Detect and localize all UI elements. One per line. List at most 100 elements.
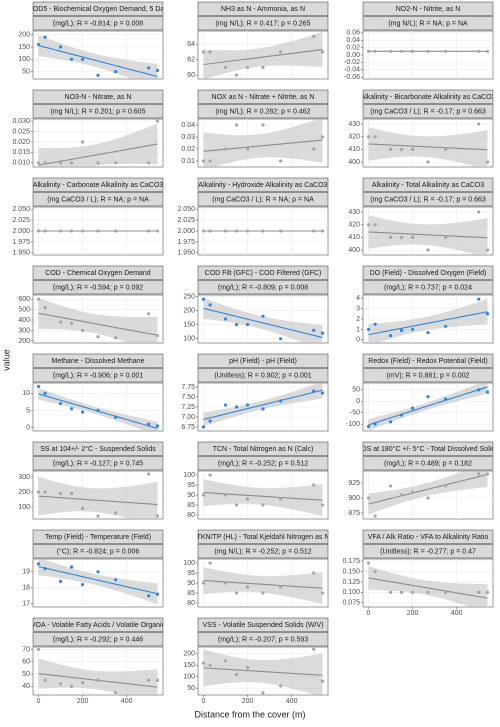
y-tick-label: 7.00 (181, 414, 195, 421)
facet-panel: VSS - Volatile Suspended Solids (W/V) (mg… (183, 617, 329, 705)
data-point (69, 407, 74, 411)
y-tick-label: 17 (22, 601, 30, 608)
strip-subtitle: (mV); R = 0.881; p = 0.002 (387, 372, 470, 379)
data-point (312, 483, 316, 487)
data-point (96, 678, 100, 682)
data-point (485, 49, 490, 53)
facet-panel: DO (Field) - Dissolved Oxygen (Field) (mg… (356, 265, 494, 344)
y-tick-label: 200 (18, 489, 30, 496)
data-point (366, 223, 371, 227)
data-point (320, 679, 325, 683)
data-point (208, 303, 212, 307)
y-tick-label: 400 (18, 317, 30, 324)
data-point (399, 147, 404, 151)
strip-subtitle: (mg/L); R = -0.814; p = 0.008 (53, 20, 143, 27)
y-tick-label: 0 (26, 424, 30, 431)
y-tick-label: -0.04 (344, 67, 360, 74)
strip-subtitle: (mg/L); R = -0.127; p = 0.745 (53, 460, 143, 467)
data-point (208, 561, 212, 565)
data-point (201, 229, 206, 233)
data-point (245, 497, 250, 501)
confidence-band (203, 649, 323, 695)
y-tick-label: 0.02 (181, 146, 195, 153)
strip-background (362, 368, 494, 383)
y-tick-label: 100 (183, 560, 195, 567)
data-point (58, 401, 63, 406)
data-point (223, 65, 228, 69)
data-point (426, 590, 430, 594)
data-point (485, 590, 490, 594)
strip-subtitle: (°C); R = -0.824; p = 0.006 (57, 547, 140, 555)
data-point (43, 567, 47, 571)
data-point (43, 490, 47, 494)
data-point (208, 50, 212, 54)
data-point (69, 57, 74, 61)
y-tick-label: 0.020 (12, 139, 30, 146)
data-point (36, 229, 41, 233)
strip-background (32, 456, 164, 471)
y-tick-label: 0.015 (12, 149, 30, 156)
data-point (261, 503, 265, 507)
confidence-band (203, 297, 323, 343)
data-point (373, 49, 377, 53)
data-point (201, 581, 206, 585)
data-point (69, 229, 74, 233)
strip-title: Alkalinity - Bicarbonate Alkalinity as C… (360, 94, 495, 101)
data-point (399, 49, 404, 53)
strip-subtitle: (mg/L); R = -0.906; p = 0.001 (53, 372, 143, 379)
y-tick-label: 2.000 (177, 228, 195, 235)
data-point (234, 672, 239, 677)
data-point (410, 49, 415, 53)
data-point (201, 493, 206, 497)
data-point (69, 321, 74, 325)
data-point (399, 235, 404, 239)
y-tick-label: 85 (187, 502, 195, 509)
data-point (147, 161, 151, 165)
strip-background (197, 104, 329, 119)
data-point (261, 65, 265, 69)
data-point (234, 73, 239, 77)
trend-line (203, 491, 323, 501)
y-tick-label: 150 (183, 321, 195, 328)
data-point (69, 565, 74, 569)
strip-title: VFA / Alk Ratio - VFA to Alkalinity Rati… (368, 534, 489, 541)
strip-background (197, 16, 329, 31)
data-point (58, 161, 63, 165)
x-tick-label: 0 (202, 698, 206, 705)
strip-background (197, 1, 329, 16)
data-point (410, 327, 415, 332)
data-point (410, 590, 415, 594)
data-point (444, 324, 448, 328)
strip-title: DO (Field) - Dissolved Oxygen (Field) (370, 270, 487, 277)
strip-background (362, 265, 494, 280)
data-point (485, 472, 490, 476)
data-point (261, 123, 265, 127)
data-point (234, 323, 239, 327)
data-point (373, 223, 377, 227)
confidence-band (203, 119, 323, 167)
data-point (426, 49, 430, 53)
data-point (279, 399, 283, 403)
data-point (426, 395, 430, 399)
data-point (388, 235, 393, 239)
data-point (114, 578, 118, 582)
y-tick-label: 50 (22, 68, 30, 75)
data-point (43, 678, 47, 682)
strip-title: NOX as N - Nitrate + Nitrite, as N (212, 94, 315, 101)
data-point (208, 419, 212, 423)
data-point (69, 161, 74, 165)
strip-background (32, 353, 164, 368)
strip-background (32, 192, 164, 207)
facet-panel: Redox (Field) - Redox Potential (Field) (… (346, 353, 494, 432)
data-point (223, 403, 228, 407)
confidence-band (38, 297, 158, 343)
data-point (155, 514, 160, 518)
data-point (155, 229, 160, 233)
data-point (80, 583, 85, 587)
facet-panel: TDS at 180°C +/- 5°C - Total Dissolved S… (348, 441, 494, 520)
data-point (444, 147, 448, 151)
data-point (147, 422, 151, 426)
y-tick-label: 0.02 (346, 44, 360, 51)
trend-line (38, 143, 158, 166)
y-tick-label: 0.01 (181, 158, 195, 165)
